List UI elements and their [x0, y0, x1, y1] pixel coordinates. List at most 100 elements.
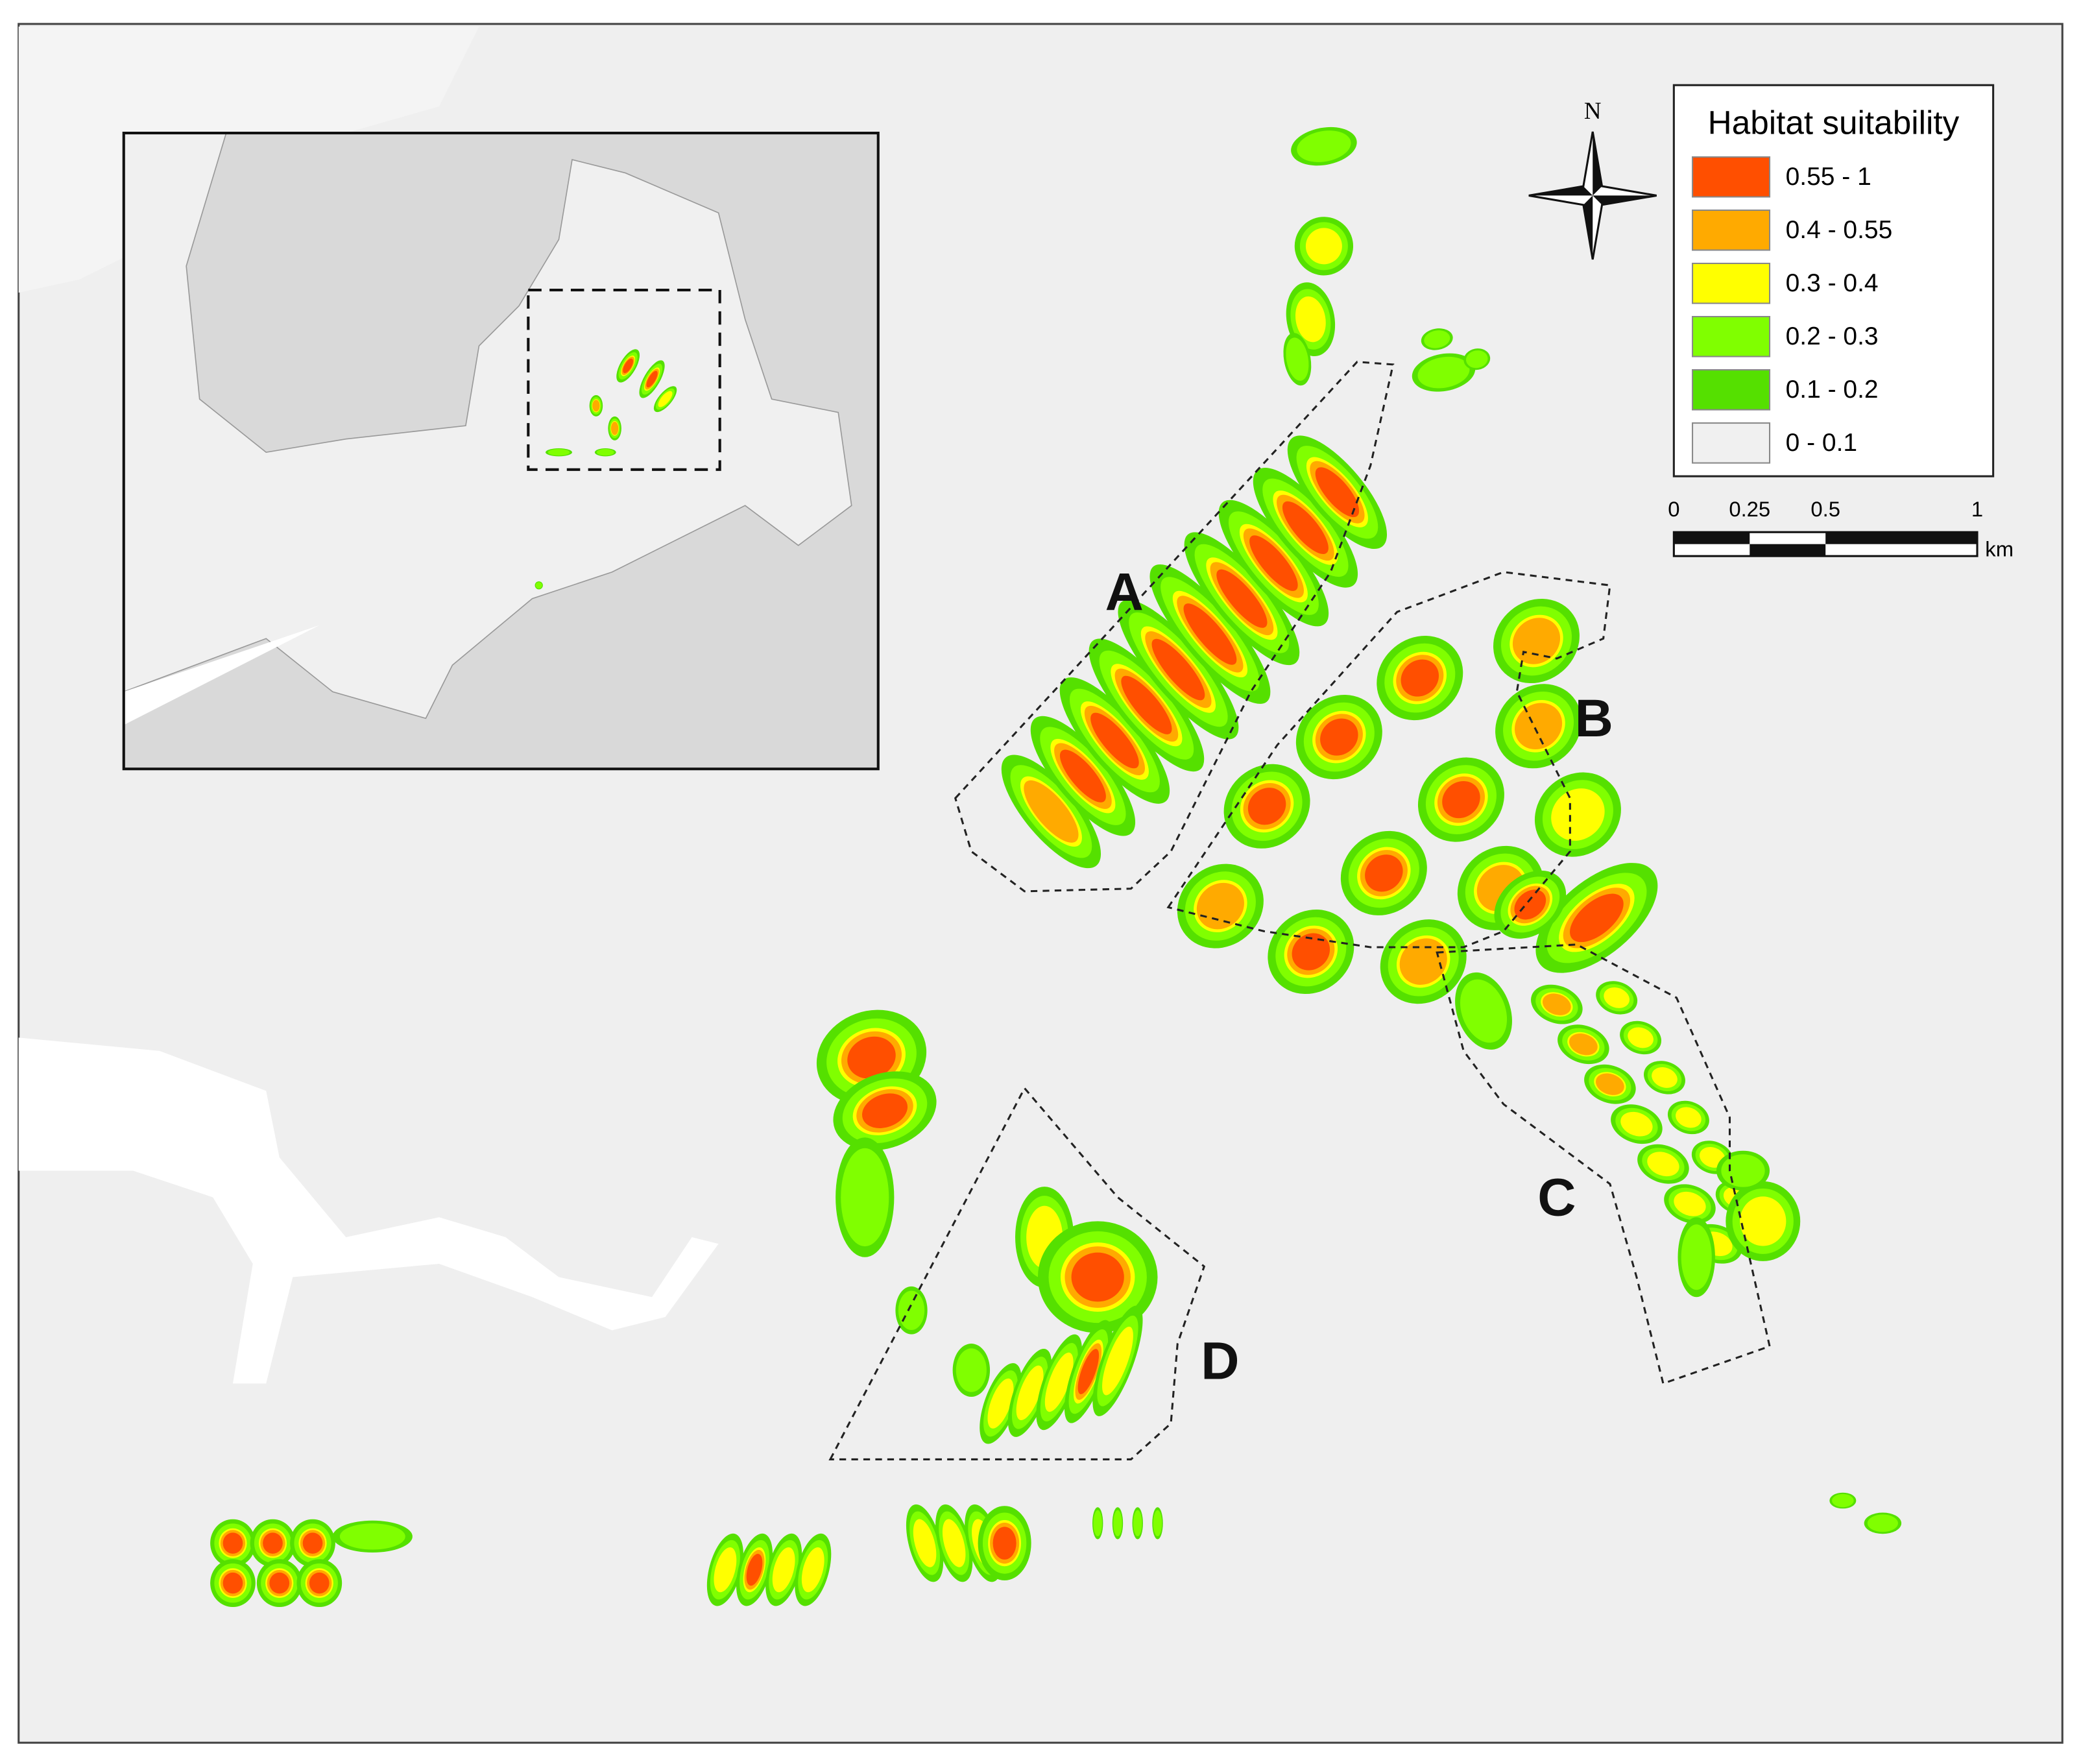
habitat-patch	[210, 1559, 256, 1608]
habitat-patch	[1059, 677, 1170, 804]
suitability-zone	[898, 1290, 925, 1331]
suitability-zone	[746, 1554, 763, 1586]
suitability-zone	[658, 391, 673, 407]
habitat-patch	[1268, 909, 1354, 995]
suitability-zone	[1674, 1191, 1706, 1216]
suitability-zone	[801, 1547, 824, 1593]
habitat-patch	[833, 1071, 937, 1151]
suitability-zone	[339, 1523, 405, 1550]
habitat-patch	[1611, 1104, 1663, 1144]
scale-unit: km	[1985, 537, 2014, 561]
habitat-patch	[1007, 1348, 1052, 1437]
suitability-zone	[610, 422, 619, 435]
habitat-patch	[1829, 1492, 1857, 1509]
scale-label: 1	[1971, 497, 1983, 521]
suitability-zone	[1286, 337, 1309, 381]
suitability-zone	[1514, 703, 1563, 750]
suitability-zone	[1071, 1252, 1124, 1302]
suitability-zone	[1676, 1107, 1702, 1128]
habitat-patch	[1493, 598, 1580, 684]
scale-bar-seg	[1825, 532, 1978, 544]
suitability-zone	[1596, 1073, 1624, 1095]
habitat-patch	[1412, 353, 1476, 392]
block-grid	[1177, 598, 1621, 1004]
suitability-zone	[1183, 603, 1237, 665]
inset-land	[123, 132, 852, 719]
habitat-patch	[1531, 984, 1583, 1024]
north-arrow: N	[1528, 97, 1657, 260]
suitability-zone	[1153, 1510, 1162, 1537]
habitat-patch	[296, 1559, 343, 1608]
habitat-patch	[736, 1533, 773, 1606]
habitat-patch	[1637, 1144, 1689, 1184]
habitat-patch	[935, 1504, 973, 1582]
habitat-patch	[906, 1504, 944, 1582]
habitat-patch	[1092, 1507, 1103, 1540]
habitat-patch	[1716, 1150, 1770, 1191]
suitability-zone	[1417, 356, 1470, 389]
legend-swatch	[1692, 369, 1771, 411]
legend-label: 0 - 0.1	[1786, 429, 1857, 457]
habitat-patch	[256, 1559, 302, 1608]
inset-extent	[527, 288, 721, 471]
suitability-zone	[1551, 788, 1605, 841]
habitat-patch	[1864, 1512, 1902, 1534]
habitat-patch	[535, 581, 543, 590]
legend-swatch	[1692, 422, 1771, 464]
habitat-patch	[1001, 755, 1101, 869]
suitability-zone	[1740, 1196, 1786, 1246]
suitability-zone	[1320, 718, 1358, 756]
legend-swatch	[1692, 209, 1771, 251]
legend-label: 0.3 - 0.4	[1786, 269, 1879, 297]
habitat-patch	[1455, 972, 1512, 1050]
suitability-zone	[547, 449, 570, 456]
habitat-patch	[332, 1520, 413, 1553]
habitat-patch	[1177, 864, 1264, 948]
suitability-zone	[987, 1378, 1014, 1429]
suitability-zone	[1867, 1514, 1898, 1532]
habitat-patch	[1377, 636, 1463, 721]
suitability-zone	[535, 582, 542, 589]
suitability-zone	[1121, 675, 1172, 734]
suitability-zone	[1295, 296, 1326, 343]
suitability-zone	[269, 1572, 290, 1594]
suitability-zone	[1113, 1510, 1122, 1537]
habitat-patch	[1495, 684, 1582, 769]
suitability-zone	[1620, 1111, 1653, 1137]
suitability-zone	[263, 1532, 283, 1554]
suitability-zone	[913, 1519, 937, 1567]
habitat-patch	[1667, 1100, 1709, 1135]
habitat-patch	[1149, 564, 1271, 704]
inset-patches	[535, 349, 677, 590]
habitat-patch	[1253, 468, 1358, 588]
suitability-zone	[1542, 993, 1571, 1015]
suitability-zone	[847, 1036, 896, 1079]
scale-label: 0.5	[1810, 497, 1840, 521]
suitability-zone	[1832, 1493, 1854, 1508]
suitability-zone	[1365, 854, 1403, 892]
habitat-patch	[1664, 1184, 1716, 1224]
region-label: D	[1201, 1332, 1239, 1391]
suitability-zone	[1059, 749, 1106, 803]
suitability-zone	[862, 1093, 908, 1128]
suitability-zone	[1514, 889, 1546, 920]
suitability-zone	[1024, 780, 1079, 843]
suitability-zone	[1196, 882, 1244, 930]
inset-frame	[122, 132, 880, 771]
suitability-zone	[1016, 1365, 1044, 1421]
habitat-patch	[836, 1137, 895, 1257]
habitat-patch	[1535, 863, 1658, 973]
region-label: A	[1105, 562, 1144, 622]
habitat-patch	[1037, 1221, 1158, 1333]
suitability-zone	[1305, 228, 1342, 265]
region-label: C	[1537, 1168, 1576, 1227]
habitat-patch	[1620, 1021, 1662, 1055]
suitability-zone	[841, 1148, 889, 1247]
habitat-patch	[639, 360, 665, 398]
suitability-zone	[646, 370, 658, 388]
habitat-patch	[653, 386, 677, 413]
habitat-patch	[1417, 757, 1504, 842]
suitability-zone	[1133, 1510, 1142, 1537]
suitability-zone	[1044, 1352, 1074, 1412]
